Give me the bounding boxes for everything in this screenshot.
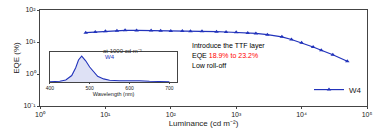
svg-text:10²: 10²: [25, 6, 36, 13]
svg-text:Introduce the TTF layer: Introduce the TTF layer: [192, 42, 265, 50]
svg-text:at 1000 cd m⁻²: at 1000 cd m⁻²: [103, 48, 142, 54]
svg-text:Low roll-off: Low roll-off: [192, 62, 226, 69]
svg-text:10¹: 10¹: [25, 38, 36, 45]
svg-text:10⁻¹: 10⁻¹: [23, 102, 36, 109]
svg-text:EQE 18.9% to 23.2%: EQE 18.9% to 23.2%: [192, 52, 258, 60]
svg-text:W4: W4: [105, 54, 115, 60]
svg-text:10⁴: 10⁴: [296, 111, 307, 118]
svg-text:EQE (%): EQE (%): [12, 42, 21, 74]
svg-text:Luminance (cd m⁻²): Luminance (cd m⁻²): [169, 119, 239, 128]
svg-text:10²: 10²: [166, 111, 177, 118]
svg-text:W4: W4: [349, 86, 362, 95]
svg-text:10⁵: 10⁵: [362, 111, 373, 118]
svg-text:10³: 10³: [231, 111, 242, 118]
svg-text:10⁰: 10⁰: [26, 70, 37, 77]
svg-text:500: 500: [85, 85, 94, 91]
svg-text:10¹: 10¹: [100, 111, 111, 118]
svg-text:700: 700: [165, 85, 174, 91]
svg-text:400: 400: [46, 85, 55, 91]
svg-text:Wavelength (nm): Wavelength (nm): [93, 91, 135, 97]
svg-text:10⁰: 10⁰: [35, 111, 46, 118]
svg-text:600: 600: [125, 85, 134, 91]
